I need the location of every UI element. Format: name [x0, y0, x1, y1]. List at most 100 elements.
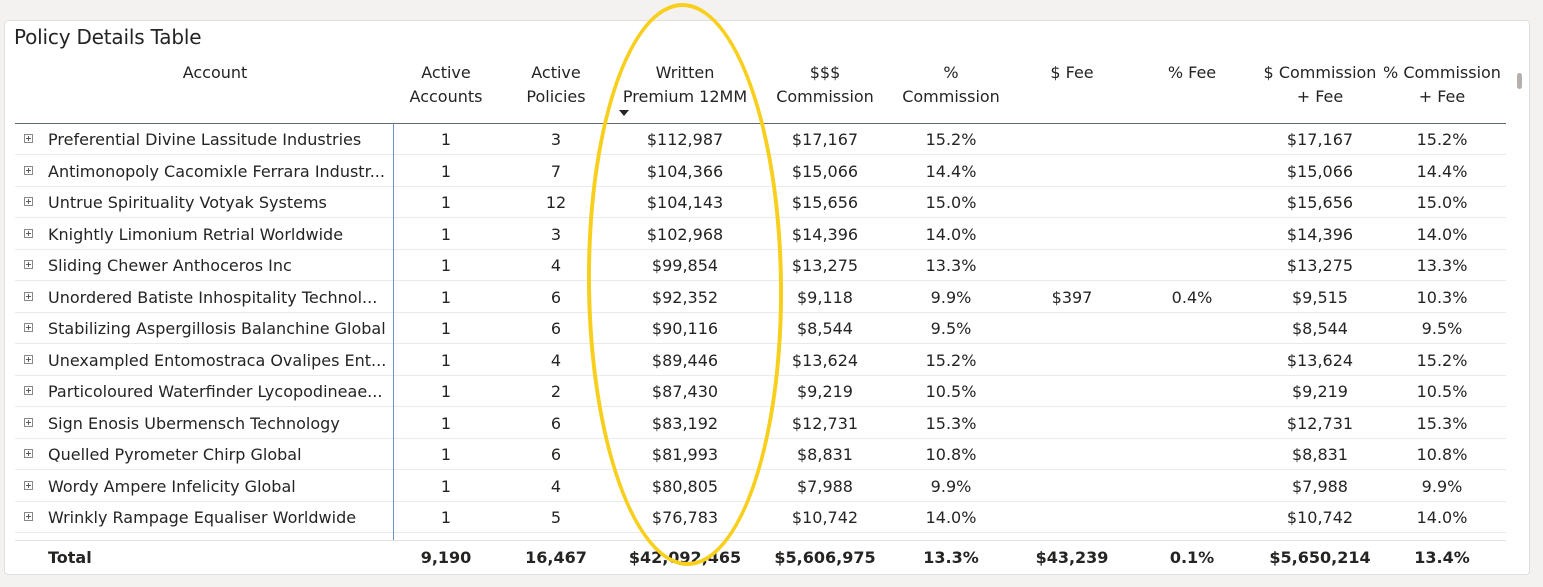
column-header-line1: Active [531, 63, 581, 82]
account-name-cell: Untrue Spirituality Votyak Systems [48, 193, 327, 212]
table-row[interactable]: Wordy Ampere Infelicity Global 1 4 $80,805 $… [15, 471, 1506, 502]
cell-pct-commission: 9.9% [930, 287, 972, 307]
account-name-cell: Wordy Ampere Infelicity Global [48, 476, 296, 496]
cell-commission: $8,544 [797, 319, 853, 338]
total-row: Total 9,190 16,467 $42,092,465 $5,606,975 13… [15, 540, 1506, 574]
table-row[interactable]: Sliding Chewer Anthoceros Inc 1 4 $99,854 $1… [15, 250, 1506, 281]
cell-written-premium: $112,987 [646, 130, 724, 149]
cell-commission: $14,396 [791, 224, 859, 244]
cell-commission-fee: $9,219 [1292, 382, 1348, 401]
column-header-account[interactable]: Account [165, 61, 265, 85]
cell-pct-fee [1137, 124, 1247, 155]
column-header-fee[interactable]: $ Fee [1017, 61, 1127, 85]
cell-active-accounts: 1 [440, 413, 452, 433]
column-header-commission-fee[interactable]: $ Commission + Fee [1255, 61, 1385, 109]
cell-written-premium: $89,446 [651, 350, 719, 370]
cell-pct-commission-fee: 9.9% [1421, 476, 1463, 496]
column-header-pct-commission-fee[interactable]: % Commission + Fee [1377, 61, 1507, 109]
column-header-line2: + Fee [1296, 87, 1344, 106]
cell-pct-commission: 14.0% [925, 224, 977, 244]
cell-pct-commission: 15.0% [925, 193, 977, 212]
expand-row-icon[interactable] [24, 291, 33, 301]
column-header-pct-commission[interactable]: % Commission [891, 61, 1011, 109]
account-column-separator [393, 123, 394, 571]
column-header-line1: % [943, 63, 959, 82]
cell-pct-commission-fee: 15.0% [1416, 193, 1468, 212]
table-row[interactable]: Quelled Pyrometer Chirp Global 1 6 $81,993 $… [15, 439, 1506, 470]
cell-written-premium: $87,430 [651, 382, 719, 401]
cell-pct-commission: 15.2% [925, 350, 977, 370]
expand-row-icon[interactable] [24, 449, 33, 458]
table-row[interactable]: Knightly Limonium Retrial Worldwide 1 3 $10… [15, 219, 1506, 250]
cell-active-accounts: 1 [440, 476, 452, 496]
cell-commission-fee: $8,544 [1292, 319, 1348, 338]
expand-row-icon[interactable] [24, 417, 33, 427]
column-header-line2: Commission [902, 87, 1000, 106]
table-row[interactable]: Untrue Spirituality Votyak Systems 1 12 $10… [15, 187, 1506, 218]
cell-pct-commission-fee: 10.8% [1416, 445, 1468, 464]
cell-commission: $15,066 [791, 161, 859, 181]
cell-pct-commission: 14.0% [925, 508, 977, 527]
vertical-scrollbar[interactable] [1517, 73, 1522, 89]
expand-row-icon[interactable] [24, 228, 33, 238]
cell-commission: $13,275 [791, 256, 859, 275]
policy-details-visual: Policy Details Table Account Active Accoun… [4, 20, 1530, 575]
cell-written-premium: $83,192 [651, 413, 719, 433]
sort-descending-icon[interactable] [619, 110, 629, 116]
cell-pct-commission-fee: 15.2% [1416, 350, 1468, 370]
column-header-line2: Premium 12MM [622, 87, 748, 106]
cell-commission: $10,742 [791, 508, 859, 527]
cell-fee [1017, 345, 1127, 376]
expand-row-icon[interactable] [24, 260, 33, 269]
account-name-cell: Stabilizing Aspergillosis Balanchine Glo… [48, 319, 386, 338]
cell-pct-commission: 9.5% [930, 319, 972, 338]
column-header-line1: % Fee [1167, 63, 1217, 82]
cell-pct-commission-fee: 14.0% [1416, 224, 1468, 244]
cell-written-premium: $104,366 [646, 161, 724, 181]
column-header-active-policies[interactable]: Active Policies [501, 61, 611, 109]
cell-commission: $13,624 [791, 350, 859, 370]
table-row[interactable]: Particoloured Waterfinder Lycopodineae..… [15, 376, 1506, 407]
account-name-cell: Preferential Divine Lassitude Industries [48, 130, 362, 149]
cell-written-premium: $102,968 [646, 224, 724, 244]
column-header-active-accounts[interactable]: Active Accounts [391, 61, 501, 109]
cell-active-policies: 7 [550, 161, 562, 181]
column-header-written-premium[interactable]: Written Premium 12MM [610, 61, 760, 109]
expand-row-icon[interactable] [24, 480, 33, 490]
expand-row-icon[interactable] [24, 165, 33, 175]
cell-pct-commission-fee: 14.4% [1416, 161, 1468, 181]
table-row[interactable]: Unexampled Entomostraca Ovalipes Ent... 1… [15, 345, 1506, 376]
cell-active-accounts: 1 [440, 256, 452, 275]
cell-fee [1017, 502, 1127, 533]
cell-active-policies: 12 [545, 193, 567, 212]
expand-row-icon[interactable] [24, 134, 33, 143]
expand-row-icon[interactable] [24, 354, 33, 364]
column-header-line2: Accounts [409, 87, 483, 106]
cell-active-policies: 6 [550, 413, 562, 433]
expand-row-icon[interactable] [24, 386, 33, 395]
expand-row-icon[interactable] [24, 323, 33, 332]
table-row[interactable]: Unordered Batiste Inhospitality Technol.… [15, 282, 1506, 313]
total-active-accounts: 9,190 [420, 548, 472, 567]
account-name-cell: Wrinkly Rampage Equaliser Worldwide [48, 508, 357, 527]
column-header-pct-fee[interactable]: % Fee [1137, 61, 1247, 85]
cell-active-policies: 3 [550, 224, 562, 244]
total-fee: $43,239 [1035, 548, 1109, 567]
table-row[interactable]: Wrinkly Rampage Equaliser Worldwide 1 5 $76… [15, 502, 1506, 533]
table-row[interactable]: Preferential Divine Lassitude Industries… [15, 124, 1506, 155]
column-header-line1: $ Fee [1050, 63, 1094, 82]
expand-row-icon[interactable] [24, 197, 33, 206]
cell-pct-commission: 9.9% [930, 476, 972, 496]
expand-row-icon[interactable] [24, 512, 33, 521]
cell-active-policies: 2 [550, 382, 562, 401]
table-row[interactable]: Sign Enosis Ubermensch Technology 1 6 $83,1… [15, 408, 1506, 439]
cell-written-premium: $90,116 [651, 319, 719, 338]
cell-pct-fee [1137, 313, 1247, 344]
cell-pct-commission-fee: 15.3% [1416, 413, 1468, 433]
cell-active-accounts: 1 [440, 130, 452, 149]
total-label: Total [48, 548, 92, 567]
table-row[interactable]: Stabilizing Aspergillosis Balanchine Glo… [15, 313, 1506, 344]
column-header-commission[interactable]: $$$ Commission [765, 61, 885, 109]
table-row[interactable]: Antimonopoly Cacomixle Ferrara Industr..… [15, 156, 1506, 187]
total-written-premium: $42,092,465 [628, 548, 742, 567]
